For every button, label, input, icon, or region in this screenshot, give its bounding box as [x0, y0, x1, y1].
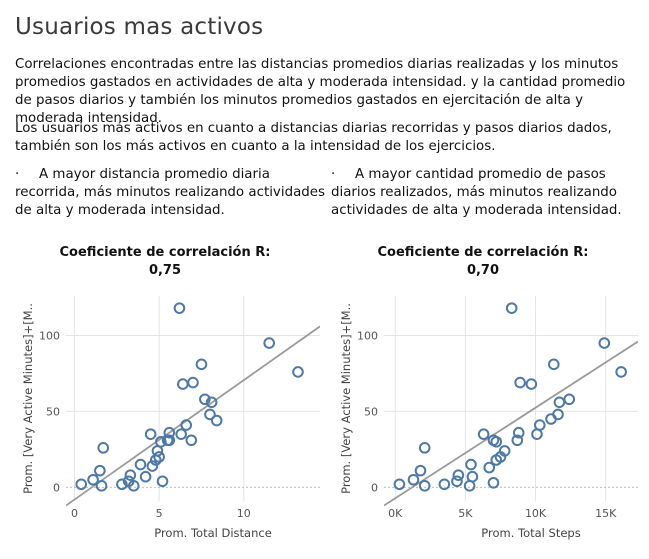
data-point — [210, 414, 223, 427]
data-point — [407, 473, 420, 486]
chart-coefficient: 0,75 — [148, 263, 182, 278]
data-point — [204, 408, 216, 421]
y-tick-label: 100 — [39, 329, 60, 342]
y-tick-label: 0 — [53, 481, 60, 494]
data-point — [163, 426, 176, 439]
data-point — [94, 464, 106, 477]
x-tick-label: 15K — [595, 507, 617, 520]
steps-scatter-plot: 0K 5K 10K 15K 0 50 100 Prom. Total Steps Prom. [… — [339, 296, 638, 540]
data-point — [552, 408, 564, 421]
data-point — [466, 470, 479, 483]
x-tick-label: 5K — [458, 507, 473, 520]
data-point — [180, 419, 193, 431]
data-point — [505, 302, 518, 314]
data-point — [451, 475, 463, 488]
data-point — [598, 337, 611, 349]
bullet-distance: · A mayor distancia promedio diaria recor… — [15, 166, 325, 220]
data-point — [548, 358, 560, 371]
data-point — [414, 464, 427, 477]
x-tick-label: 0 — [71, 507, 78, 520]
bullet-text: A mayor distancia promedio diaria recorr… — [15, 167, 325, 218]
bullet-steps: · A mayor cantidad promedio de pasos diar… — [331, 166, 641, 220]
data-point — [87, 473, 99, 486]
data-point — [553, 396, 566, 409]
trend-line — [66, 325, 320, 507]
data-point — [498, 445, 511, 457]
data-point — [483, 461, 496, 474]
data-point — [144, 428, 157, 440]
data-point — [139, 470, 152, 483]
data-point — [187, 376, 199, 389]
summary-paragraph: Los usuarios más activos en cuanto a dis… — [15, 121, 612, 154]
data-point — [177, 378, 189, 390]
data-point — [525, 378, 538, 390]
data-point — [263, 337, 276, 349]
y-axis-label: Prom. [Very Active Minutes]+[M.. — [339, 303, 353, 494]
data-point — [512, 426, 525, 439]
y-tick-label: 50 — [364, 405, 378, 418]
data-point — [75, 478, 88, 491]
data-point — [205, 396, 218, 409]
data-point — [153, 451, 165, 463]
page-title: Usuarios mas activos — [15, 14, 264, 40]
trend-line — [384, 340, 638, 507]
data-point — [393, 478, 406, 491]
data-point — [465, 458, 477, 471]
data-point — [452, 469, 465, 481]
intro-paragraph: Correlaciones encontradas entre las dist… — [15, 57, 626, 126]
data-point — [156, 475, 169, 488]
chart-title: Coeficiente de correlación R: — [59, 245, 271, 260]
data-point — [477, 428, 490, 440]
data-point — [438, 478, 451, 491]
data-point — [163, 434, 176, 447]
x-axis-label: Prom. Total Steps — [481, 526, 580, 540]
data-point — [292, 366, 304, 378]
bullet-symbol: · — [15, 167, 20, 182]
data-point — [95, 480, 108, 492]
data-point — [418, 442, 431, 454]
data-point — [124, 469, 137, 481]
data-point — [533, 419, 546, 431]
chart-title: Coeficiente de correlación R: — [377, 245, 589, 260]
chart-coefficient: 0,70 — [466, 263, 500, 278]
data-point — [173, 302, 186, 314]
data-point — [185, 434, 198, 447]
y-axis-label: Prom. [Very Active Minutes]+[M.. — [21, 303, 35, 494]
bullet-symbol: · — [331, 167, 336, 182]
y-tick-label: 100 — [357, 329, 378, 342]
data-point — [615, 366, 627, 378]
data-point — [97, 442, 110, 454]
y-tick-label: 0 — [371, 481, 378, 494]
data-point — [511, 434, 524, 447]
data-point — [490, 435, 503, 448]
data-point — [116, 478, 128, 491]
x-tick-label: 10 — [237, 507, 251, 520]
data-point — [563, 393, 576, 406]
x-tick-label: 10K — [525, 507, 547, 520]
data-point — [134, 458, 147, 471]
data-point — [175, 428, 187, 440]
data-point — [514, 376, 526, 389]
data-point — [418, 480, 431, 492]
data-point — [199, 393, 211, 406]
data-point — [487, 476, 500, 489]
x-axis-label: Prom. Total Distance — [154, 526, 272, 540]
data-point — [146, 460, 159, 472]
x-tick-label: 0K — [388, 507, 403, 520]
data-point — [195, 358, 208, 371]
y-tick-label: 50 — [46, 405, 60, 418]
bullet-text: A mayor cantidad promedio de pasos diari… — [331, 167, 622, 218]
x-tick-label: 5 — [156, 507, 163, 520]
data-point — [127, 480, 140, 492]
